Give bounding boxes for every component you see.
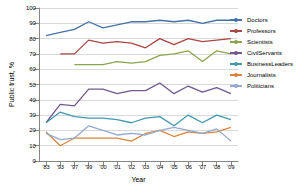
svg-text:'04: '04 (156, 164, 163, 170)
svg-text:100: 100 (26, 5, 37, 11)
svg-text:Doctors: Doctors (247, 17, 268, 23)
svg-text:'97: '97 (71, 164, 78, 170)
svg-text:Professors: Professors (247, 28, 276, 34)
svg-text:10: 10 (29, 143, 36, 149)
svg-text:30: 30 (29, 112, 36, 118)
svg-text:50: 50 (29, 82, 36, 88)
svg-text:Public trust, %: Public trust, % (8, 62, 15, 107)
svg-text:BusinessLeaders: BusinessLeaders (247, 61, 293, 67)
svg-text:40: 40 (29, 97, 36, 103)
svg-text:'06: '06 (185, 164, 192, 170)
svg-text:'07: '07 (199, 164, 206, 170)
svg-text:'00: '00 (99, 164, 106, 170)
svg-text:'01: '01 (114, 164, 121, 170)
svg-text:0: 0 (33, 158, 37, 164)
svg-text:'93: '93 (57, 164, 64, 170)
svg-text:Scientists: Scientists (247, 39, 273, 45)
svg-text:Politicians: Politicians (247, 83, 274, 89)
svg-text:'05: '05 (170, 164, 177, 170)
svg-text:70: 70 (29, 51, 36, 57)
svg-text:Year: Year (131, 176, 146, 183)
svg-text:'08: '08 (213, 164, 220, 170)
svg-text:'02: '02 (128, 164, 135, 170)
svg-text:80: 80 (29, 36, 36, 42)
svg-text:20: 20 (29, 127, 36, 133)
svg-text:'09: '09 (227, 164, 234, 170)
svg-text:'03: '03 (142, 164, 149, 170)
svg-text:CivilServants: CivilServants (247, 50, 282, 56)
svg-text:90: 90 (29, 20, 36, 26)
svg-text:'83: '83 (42, 164, 49, 170)
svg-text:60: 60 (29, 66, 36, 72)
svg-text:Journalists: Journalists (247, 72, 276, 78)
svg-text:'99: '99 (85, 164, 92, 170)
